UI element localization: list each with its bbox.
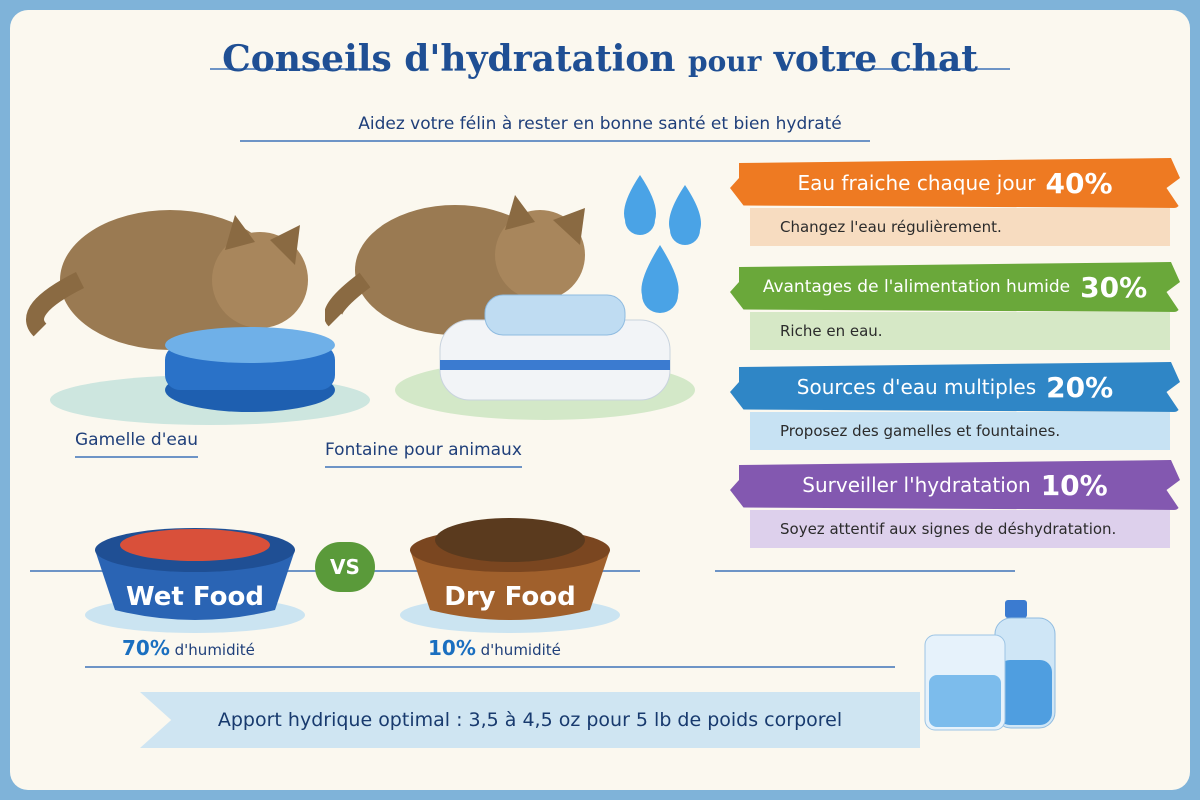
dry-food-bowl-icon [400,518,620,633]
infographic: Conseils d'hydratation pour votre chat A… [10,10,1190,790]
cat-drinking-fountain-illustration [325,195,695,420]
wet-food-bowl-icon [85,528,305,633]
tip-description: Proposez des gamelles et fountaines. [750,412,1170,450]
tip-header: Avantages de l'alimentation humide 30% [730,262,1180,312]
wet-food-humidity: 70% d'humidité [122,636,255,660]
divider [840,68,1010,70]
tip-header: Eau fraiche chaque jour 40% [730,158,1180,208]
tip-header: Sources d'eau multiples 20% [730,362,1180,412]
dry-food-humidity: 10% d'humidité [428,636,561,660]
tip-monitor: Surveiller l'hydratation 10% Soyez attent… [730,460,1180,548]
cat-drinking-bowl-illustration [26,210,370,425]
subtitle: Aidez votre félin à rester en bonne sant… [358,114,842,134]
tip-header: Surveiller l'hydratation 10% [730,460,1180,510]
tip-description: Soyez attentif aux signes de déshydratat… [750,510,1170,548]
wet-food-label: Wet Food [126,582,264,612]
tip-description: Riche en eau. [750,312,1170,350]
divider [715,570,1015,572]
tip-description: Changez l'eau régulièrement. [750,208,1170,246]
bowl-caption: Gamelle d'eau [75,430,199,458]
water-glass-and-bottle-icon [924,600,1056,731]
page-title: Conseils d'hydratation pour votre chat [222,38,978,80]
divider [210,68,380,70]
divider [85,666,895,668]
dry-food-label: Dry Food [444,582,576,612]
vs-badge: VS [315,542,375,592]
tip-multiple-sources: Sources d'eau multiples 20% Proposez des … [730,362,1180,450]
water-drops-icon [624,175,701,313]
tip-wet-food: Avantages de l'alimentation humide 30% Ri… [730,262,1180,350]
fountain-caption: Fontaine pour animaux [325,440,522,468]
divider [240,140,870,142]
tip-fresh-water: Eau fraiche chaque jour 40% Changez l'eau… [730,158,1180,246]
optimal-intake-banner: Apport hydrique optimal : 3,5 à 4,5 oz p… [140,692,920,748]
